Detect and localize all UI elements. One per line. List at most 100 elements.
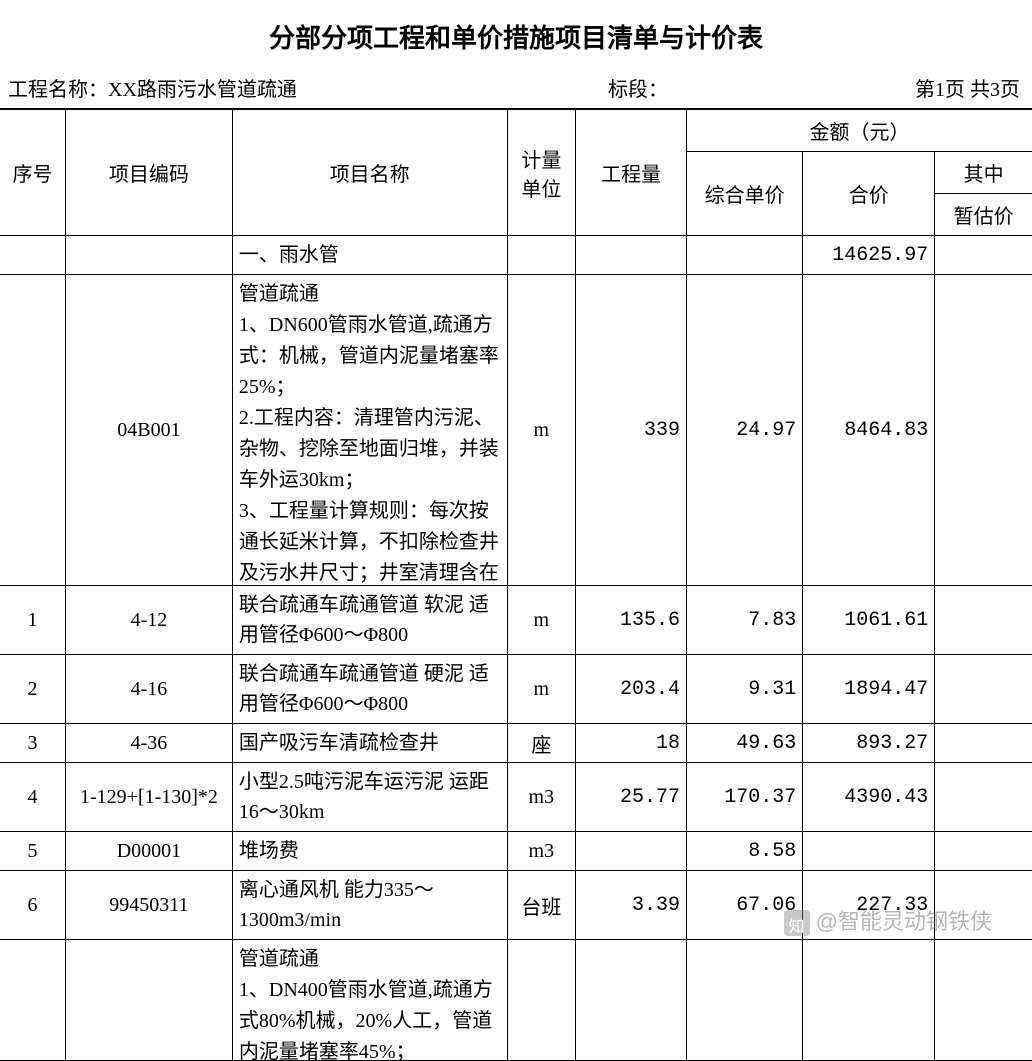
cell-provisional: [935, 763, 1032, 832]
th-provisional: 暂估价: [935, 194, 1032, 236]
th-code: 项目编码: [65, 110, 232, 236]
th-qty: 工程量: [576, 110, 687, 236]
cell-qty: 203.4: [576, 655, 687, 724]
cell-unit-price: 67.06: [687, 871, 803, 940]
cell-unit: m: [507, 275, 576, 586]
cell-code: 1-129+[1-130]*2: [65, 763, 232, 832]
table-row: 34-36国产吸污车清疏检查井座1849.63893.27: [0, 724, 1032, 763]
cell-seq: 1: [0, 586, 65, 655]
cell-name: 离心通风机 能力335～1300m3/min: [232, 871, 507, 940]
cell-name: 管道疏通 1、DN600管雨水管道,疏通方式：机械，管道内泥量堵塞率25%； 2…: [232, 275, 507, 586]
cell-seq: 5: [0, 832, 65, 871]
cell-unit: m3: [507, 832, 576, 871]
cell-unit: 座: [507, 724, 576, 763]
th-within: 其中: [935, 152, 1032, 194]
page-info: 第1页 共3页: [808, 73, 1024, 102]
project-name-value: XX路雨污水管道疏通: [108, 79, 297, 101]
cell-code: [65, 940, 232, 1061]
cell-unit: m: [507, 586, 576, 655]
cell-seq: 4: [0, 763, 65, 832]
cell-total: 4390.43: [803, 763, 935, 832]
cell-total: [803, 832, 935, 871]
cell-seq: [0, 940, 65, 1061]
table-row: 41-129+[1-130]*2小型2.5吨污泥车运污泥 运距16～30kmm3…: [0, 763, 1032, 832]
table-row: 24-16联合疏通车疏通管道 硬泥 适用管径Φ600～Φ800m203.49.3…: [0, 655, 1032, 724]
table-row: 699450311离心通风机 能力335～1300m3/min台班3.3967.…: [0, 871, 1032, 940]
cell-qty: [576, 832, 687, 871]
cell-qty: 339: [576, 275, 687, 586]
cell-total: 1894.47: [803, 655, 935, 724]
cell-name: 联合疏通车疏通管道 软泥 适用管径Φ600～Φ800: [232, 586, 507, 655]
header-row: 工程名称：XX路雨污水管道疏通 标段： 第1页 共3页: [0, 69, 1032, 109]
cell-total: 1061.61: [803, 586, 935, 655]
table-row: 14-12联合疏通车疏通管道 软泥 适用管径Φ600～Φ800m135.67.8…: [0, 586, 1032, 655]
cell-code: 4-36: [65, 724, 232, 763]
cell-unit: m: [507, 655, 576, 724]
cell-code: 4-16: [65, 655, 232, 724]
cell-name: 联合疏通车疏通管道 硬泥 适用管径Φ600～Φ800: [232, 655, 507, 724]
th-seq: 序号: [0, 110, 65, 236]
cell-seq: [0, 275, 65, 586]
table-row: 5D00001堆场费m3 8.58: [0, 832, 1032, 871]
cell-unit-price: 8.58: [687, 832, 803, 871]
cell-unit-price: [687, 236, 803, 275]
table-row: 一、雨水管 14625.97: [0, 236, 1032, 275]
cell-qty: 135.6: [576, 586, 687, 655]
cell-qty: [576, 940, 687, 1061]
cell-unit-price: 9.31: [687, 655, 803, 724]
cell-qty: 25.77: [576, 763, 687, 832]
cell-unit-price: [687, 940, 803, 1061]
th-amount-group: 金额（元）: [687, 110, 1032, 152]
cell-name: 管道疏通 1、DN400管雨水管道,疏通方式80%机械，20%人工，管道内泥量堵…: [232, 940, 507, 1061]
cell-total: 14625.97: [803, 236, 935, 275]
cell-code: 4-12: [65, 586, 232, 655]
cell-total: 893.27: [803, 724, 935, 763]
cell-qty: 18: [576, 724, 687, 763]
cell-provisional: [935, 275, 1032, 586]
cell-unit-price: 49.63: [687, 724, 803, 763]
page-title: 分部分项工程和单价措施项目清单与计价表: [0, 0, 1032, 69]
cell-seq: 2: [0, 655, 65, 724]
cell-unit: [507, 940, 576, 1061]
cell-unit: [507, 236, 576, 275]
section-label: 标段：: [608, 73, 808, 102]
cell-name: 堆场费: [232, 832, 507, 871]
table-body: 一、雨水管14625.9704B001管道疏通 1、DN600管雨水管道,疏通方…: [0, 236, 1032, 1061]
cell-provisional: [935, 832, 1032, 871]
cell-provisional: [935, 724, 1032, 763]
cell-code: 04B001: [65, 275, 232, 586]
cell-name: 一、雨水管: [232, 236, 507, 275]
cell-seq: [0, 236, 65, 275]
th-name: 项目名称: [232, 110, 507, 236]
table-row: 管道疏通 1、DN400管雨水管道,疏通方式80%机械，20%人工，管道内泥量堵…: [0, 940, 1032, 1061]
project-label: 工程名称：: [8, 79, 108, 101]
cell-provisional: [935, 940, 1032, 1061]
table-row: 04B001管道疏通 1、DN600管雨水管道,疏通方式：机械，管道内泥量堵塞率…: [0, 275, 1032, 586]
cell-provisional: [935, 871, 1032, 940]
th-unit: 计量 单位: [507, 110, 576, 236]
cell-unit: 台班: [507, 871, 576, 940]
cell-seq: 6: [0, 871, 65, 940]
cell-total: 8464.83: [803, 275, 935, 586]
cell-qty: 3.39: [576, 871, 687, 940]
cell-code: [65, 236, 232, 275]
pricing-table: 序号 项目编码 项目名称 计量 单位 工程量 金额（元） 综合单价 合价 其中 …: [0, 109, 1032, 1061]
cell-provisional: [935, 655, 1032, 724]
th-unit-price: 综合单价: [687, 152, 803, 236]
cell-total: 227.33: [803, 871, 935, 940]
cell-unit: m3: [507, 763, 576, 832]
cell-name: 国产吸污车清疏检查井: [232, 724, 507, 763]
cell-total: [803, 940, 935, 1061]
project-name: 工程名称：XX路雨污水管道疏通: [8, 73, 608, 102]
cell-unit-price: 7.83: [687, 586, 803, 655]
cell-qty: [576, 236, 687, 275]
cell-unit-price: 170.37: [687, 763, 803, 832]
cell-provisional: [935, 236, 1032, 275]
cell-code: 99450311: [65, 871, 232, 940]
th-total: 合价: [803, 152, 935, 236]
cell-unit-price: 24.97: [687, 275, 803, 586]
cell-provisional: [935, 586, 1032, 655]
cell-seq: 3: [0, 724, 65, 763]
cell-name: 小型2.5吨污泥车运污泥 运距16～30km: [232, 763, 507, 832]
cell-code: D00001: [65, 832, 232, 871]
